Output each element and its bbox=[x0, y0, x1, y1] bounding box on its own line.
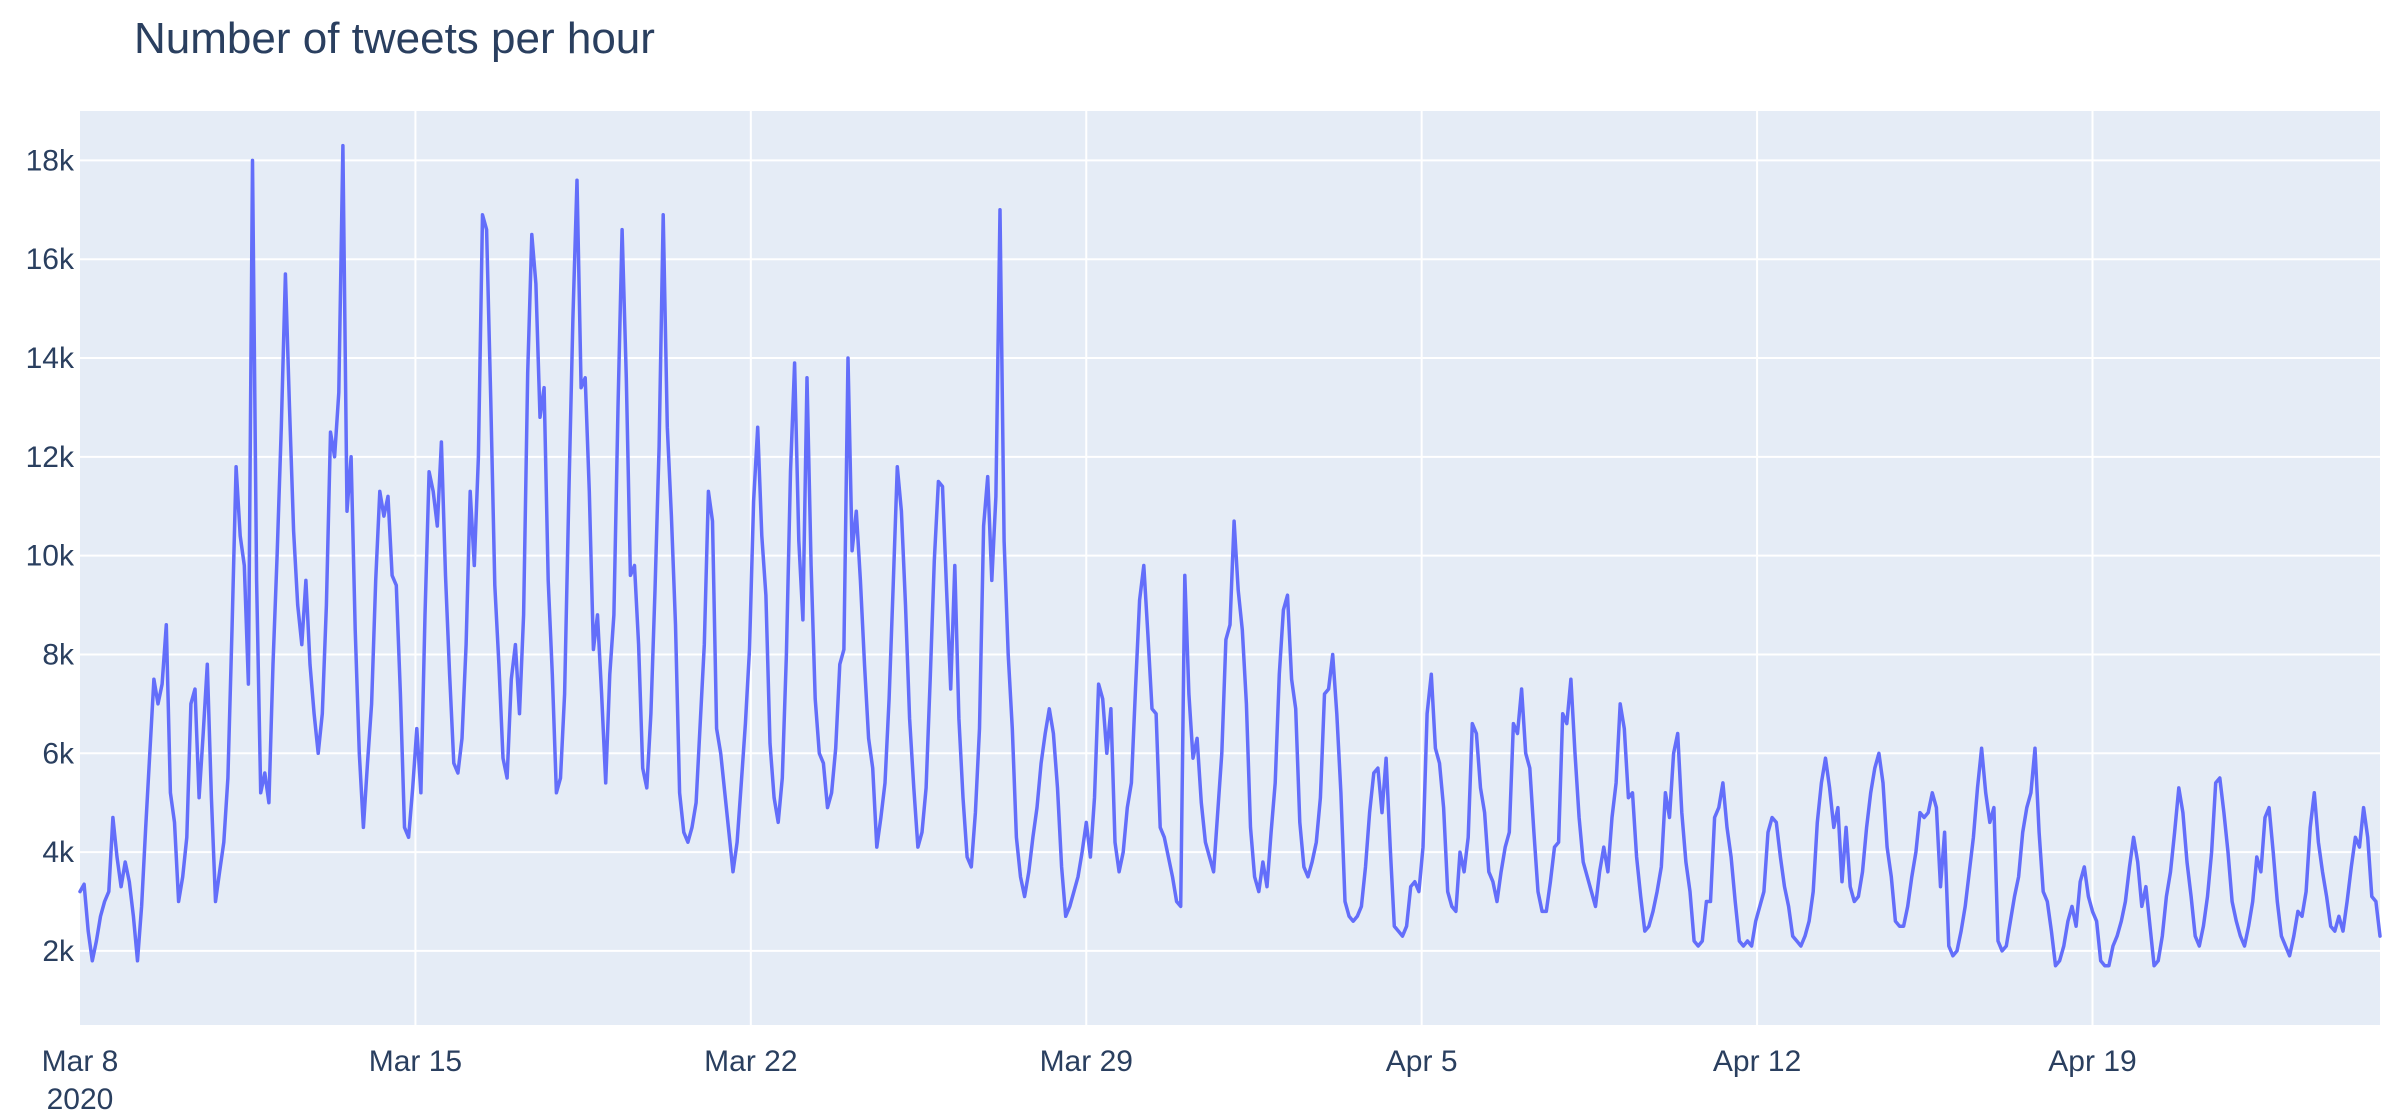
chart-title: Number of tweets per hour bbox=[134, 14, 655, 63]
x-tick-label: Mar 8 bbox=[42, 1045, 119, 1078]
y-tick-label: 4k bbox=[42, 836, 75, 869]
y-tick-label: 18k bbox=[26, 144, 75, 177]
y-tick-label: 8k bbox=[42, 638, 75, 671]
y-tick-label: 6k bbox=[42, 737, 75, 770]
y-tick-label: 2k bbox=[42, 935, 75, 968]
series-line bbox=[78, 143, 2382, 968]
y-tick-label: 14k bbox=[26, 342, 75, 375]
y-tick-label: 10k bbox=[26, 540, 75, 573]
x-tick-label: Apr 5 bbox=[1386, 1045, 1458, 1078]
x-tick-label: Apr 19 bbox=[2048, 1045, 2136, 1078]
y-tick-label: 16k bbox=[26, 243, 75, 276]
x-tick-label: Mar 15 bbox=[369, 1045, 462, 1078]
y-tick-label: 12k bbox=[26, 441, 75, 474]
x-tick-label: Mar 22 bbox=[704, 1045, 797, 1078]
y-axis-tick-labels: 2k 4k 6k 8k 10k 12k 14k 16k 18k bbox=[26, 144, 75, 967]
x-axis-tick-labels: Mar 8 2020 Mar 15 Mar 22 Mar 29 Apr 5 Apr 12 Ap… bbox=[42, 1045, 2137, 1115]
x-tick-year-label: 2020 bbox=[47, 1083, 114, 1115]
x-tick-label: Mar 29 bbox=[1040, 1045, 1133, 1078]
y-gridlines bbox=[80, 159, 2380, 952]
x-tick-label: Apr 12 bbox=[1713, 1045, 1801, 1078]
